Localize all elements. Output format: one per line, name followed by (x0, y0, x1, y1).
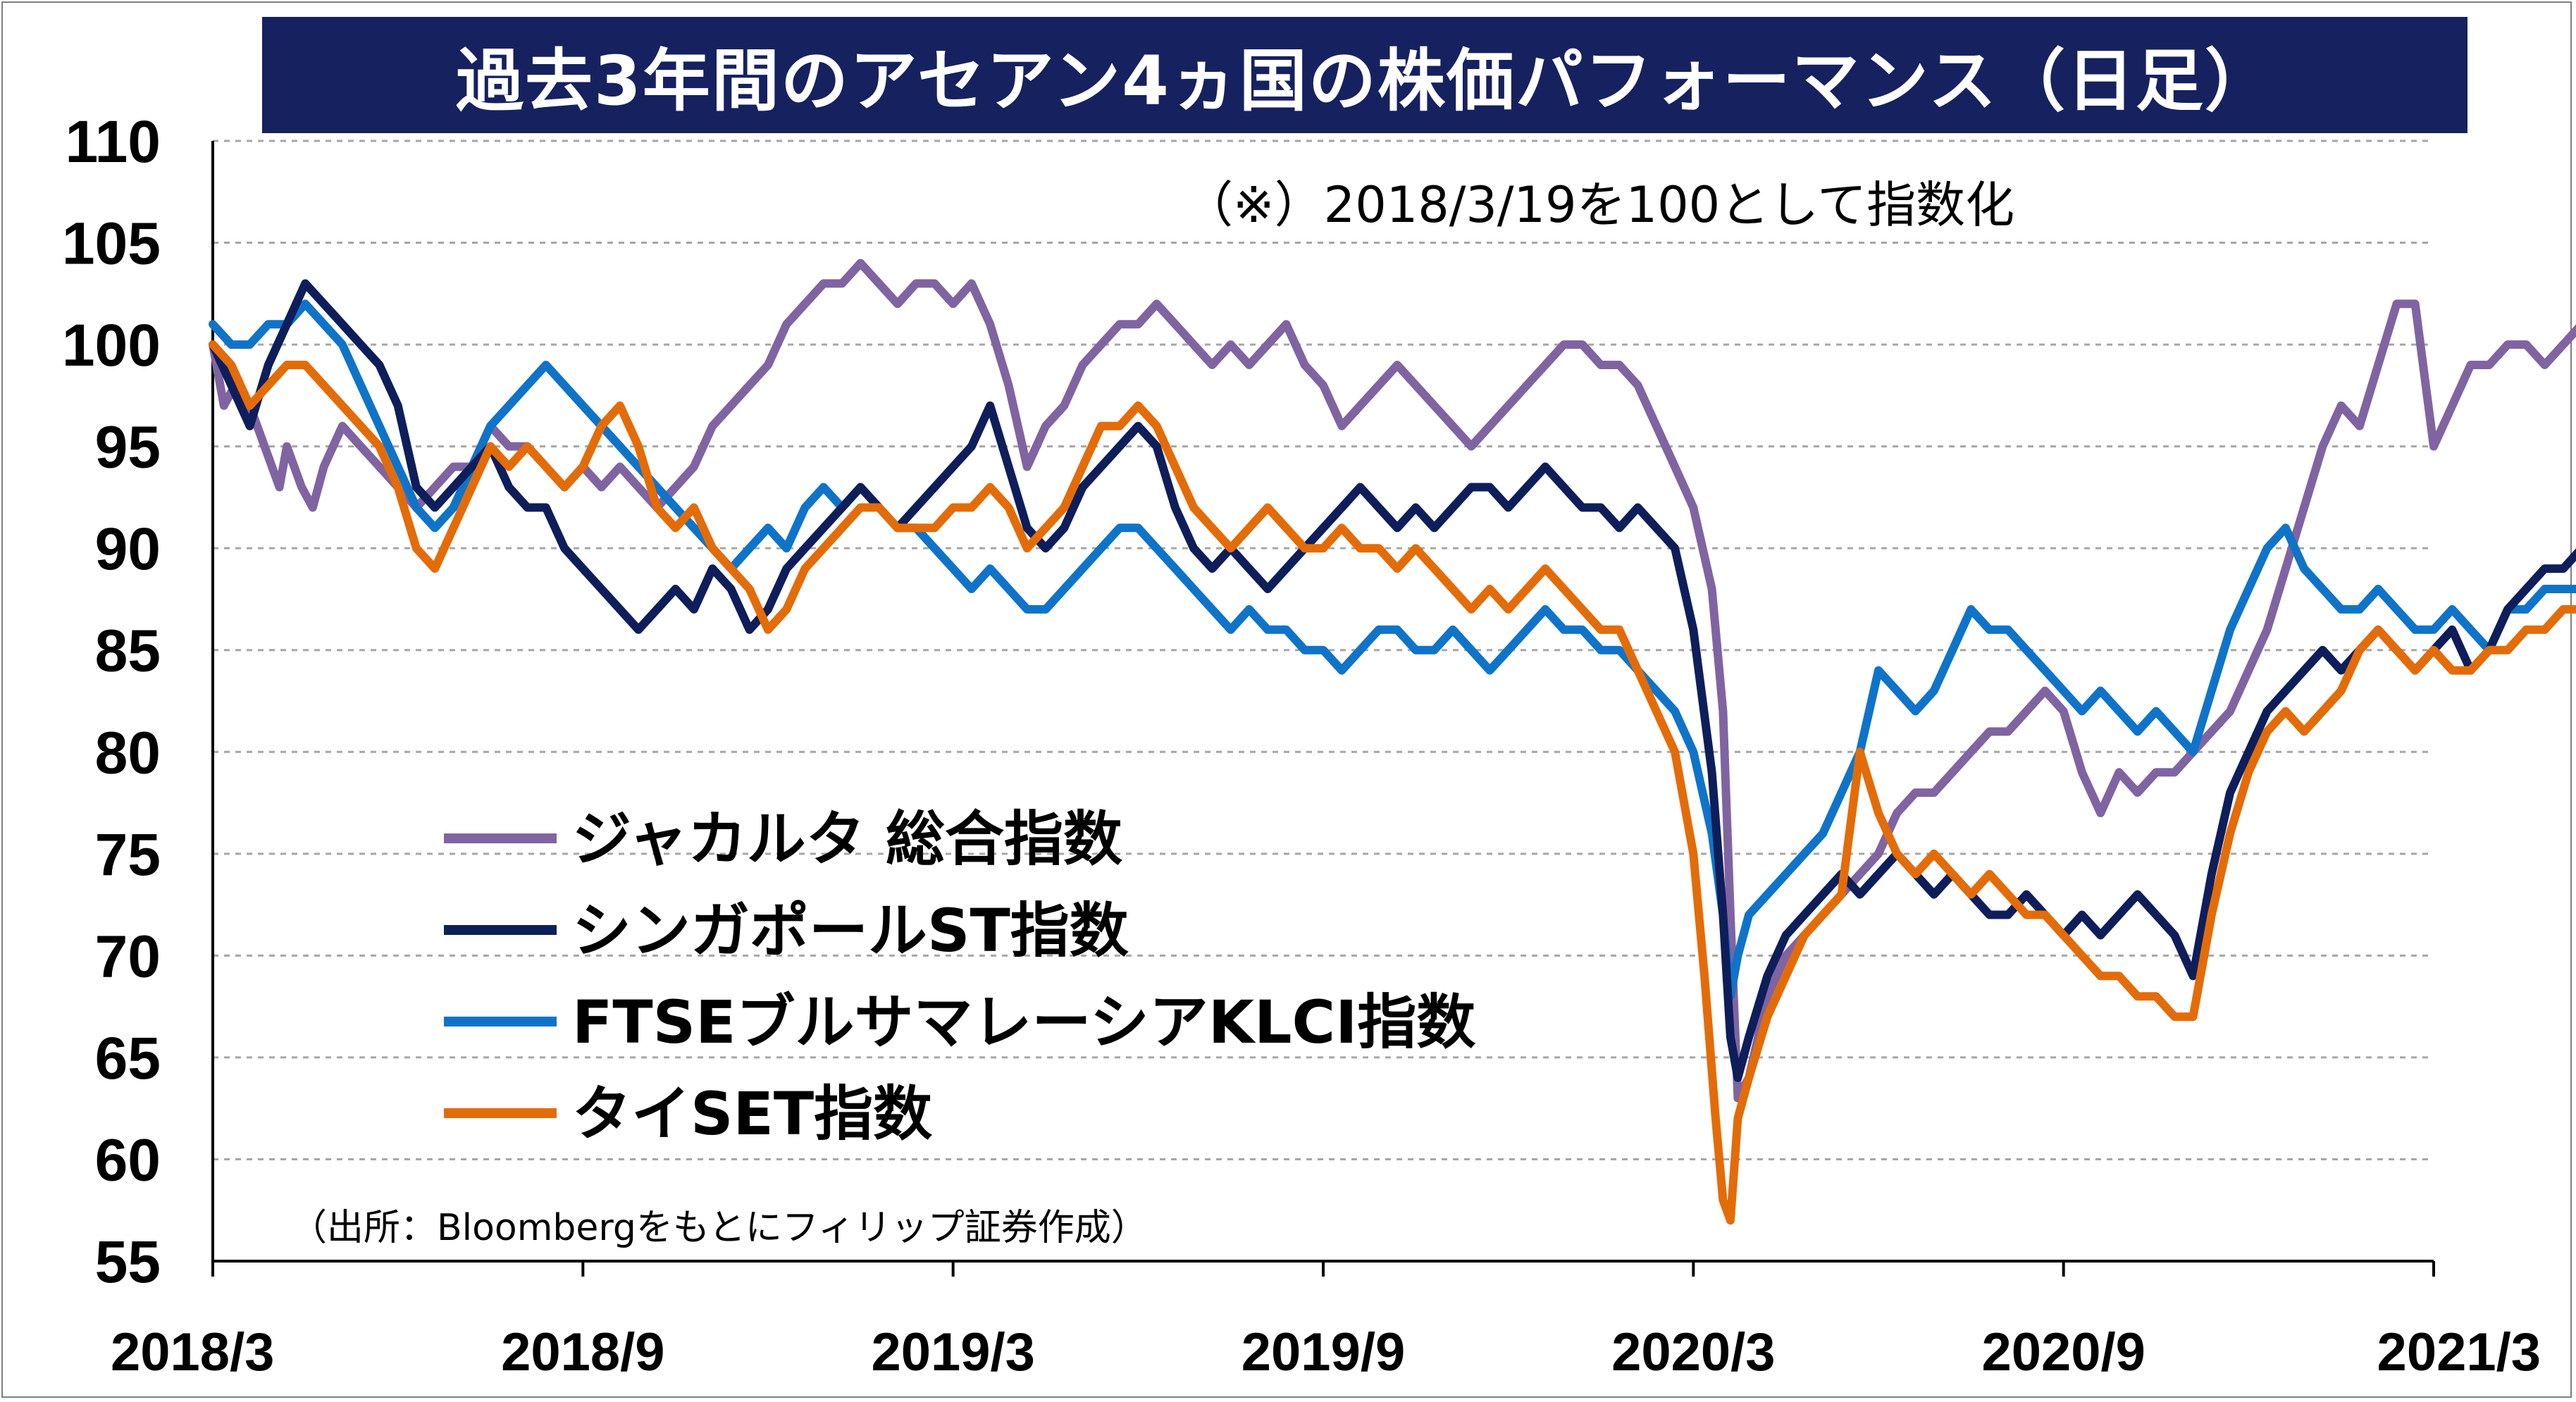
x-tick-labels: 2018/3 2018/9 2019/3 2019/9 2020/3 2020/9 2021… (111, 1322, 2541, 1382)
title-bar: 過去3年間のアセアン4ヵ国の株価パフォーマンス（日足） (262, 17, 2467, 133)
series-line-thai (209, 340, 2576, 1225)
x-tick-label: 2021/3 (2377, 1322, 2541, 1382)
y-tick-label: 75 (95, 821, 161, 888)
x-tick-label: 2018/3 (111, 1322, 274, 1382)
legend-label-singapore: シンガポールST指数 (572, 896, 1129, 965)
legend-label-malaysia: FTSEブルサマレーシアKLCI指数 (572, 988, 1475, 1057)
y-tick-label: 80 (95, 719, 161, 786)
y-tick-label: 70 (95, 923, 161, 989)
legend-label-thai: タイSET指数 (572, 1079, 932, 1148)
source-note: （出所：Bloombergをもとにフィリップ証券作成） (290, 1207, 1148, 1249)
y-tick-label: 95 (95, 414, 161, 480)
legend-label-jakarta: ジャカルタ 総合指数 (572, 805, 1122, 874)
series-lines (209, 259, 2576, 1225)
y-tick-label: 90 (95, 516, 161, 582)
y-tick-label: 60 (95, 1127, 161, 1193)
chart-title: 過去3年間のアセアン4ヵ国の株価パフォーマンス（日足） (456, 42, 2274, 120)
x-tick-label: 2018/9 (501, 1322, 664, 1382)
x-tick-label: 2019/9 (1241, 1322, 1405, 1382)
y-tick-label: 110 (65, 108, 161, 175)
y-tick-label: 100 (62, 312, 161, 378)
series-line-singapore (209, 279, 2576, 1082)
normalization-note: （※）2018/3/19を100として指数化 (1184, 176, 2014, 234)
y-tick-labels: 110 105 100 95 90 85 80 75 70 65 60 55 (62, 108, 161, 1295)
x-tick-label: 2020/3 (1611, 1322, 1775, 1382)
x-tick-label: 2020/9 (1981, 1322, 2145, 1382)
x-tick-label: 2019/3 (871, 1322, 1034, 1382)
y-tick-label: 85 (95, 618, 161, 684)
y-tick-label: 65 (95, 1025, 161, 1091)
y-tick-label: 55 (95, 1229, 161, 1295)
axes (211, 141, 2435, 1277)
series-line-malaysia (209, 299, 2576, 1001)
y-tick-label: 105 (62, 211, 161, 277)
